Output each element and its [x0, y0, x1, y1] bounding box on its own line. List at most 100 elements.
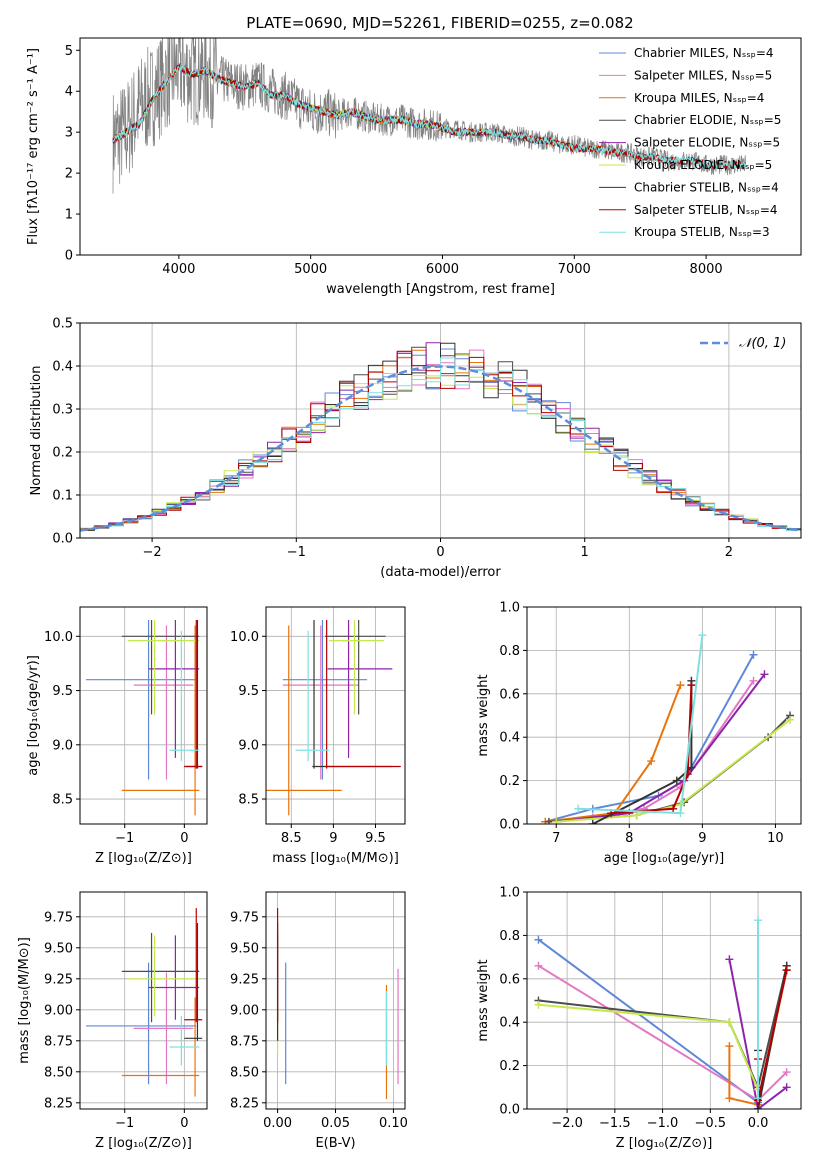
age-vs-mass-panel: 8.5 9 9.5 8.5 9.0 9.5 10.0 mass [log₁₀(M/M⊙)]	[230, 606, 406, 866]
y-tick-label: 8.50	[44, 1065, 73, 1080]
axes-frame	[79, 37, 802, 256]
mass-weight-marker	[725, 1018, 734, 1027]
error-bar-point	[133, 972, 194, 1085]
mass-weight-marker	[725, 1042, 734, 1051]
axes: 0.00 0.05 0.10 8.25 8.50 8.75 9.00 9.25 9.50 9.75…	[230, 891, 408, 1151]
error-bar-point	[282, 620, 368, 780]
axes: −2.0 −1.5 −1.0 −0.5 0.0 0.0 0.2 0.4 0.6 0.8 1.0 Z […	[476, 886, 802, 1151]
gaussian-reference-curve	[80, 365, 801, 532]
mass-weight-marker	[647, 757, 656, 766]
y-tick-label: 9.25	[44, 972, 73, 987]
x-tick-label: 0	[180, 831, 188, 846]
mass-weight-marker	[754, 1094, 763, 1103]
error-bar-point	[85, 962, 197, 1085]
mass-weight-line	[556, 673, 766, 823]
mass-weight-marker	[588, 820, 597, 824]
grid-lines	[80, 607, 207, 824]
axes-frame	[265, 606, 406, 825]
residual-histogram-step	[80, 357, 801, 531]
error-bar-point	[85, 620, 197, 780]
x-tick-label: 7000	[558, 262, 591, 277]
error-bar-point	[148, 620, 200, 758]
plot-area	[85, 620, 203, 816]
y-tick-label: 0	[65, 249, 73, 264]
x-tick-label: 6000	[426, 262, 459, 277]
axes: −1 0 8.5 9.0 9.5 10.0 Z [log₁₀(Z/Z⊙)] age [log₁…	[26, 606, 208, 866]
legend-label: Chabrier MILES, Nₛₛₚ=4	[634, 46, 774, 60]
mass-weight-marker	[725, 955, 734, 964]
y-tick-label: 0.2	[499, 774, 520, 789]
x-tick-label: 9	[329, 831, 337, 846]
y-tick-label: 9.25	[230, 972, 259, 987]
grid-lines	[527, 606, 801, 825]
plot-area	[541, 631, 795, 824]
y-tick-label: 8.50	[230, 1065, 259, 1080]
plot-area	[276, 908, 399, 1100]
y-tick-label: 0.6	[499, 687, 520, 702]
y-tick-label: 9.0	[238, 738, 259, 753]
legend-label: Chabrier ELODIE, Nₛₛₚ=5	[634, 113, 781, 127]
mass-weight-marker	[672, 776, 681, 785]
axes-frame	[526, 891, 802, 1110]
y-tick-label: 8.75	[44, 1034, 73, 1049]
y-tick-label: 1.0	[499, 601, 520, 616]
error-bar-point	[121, 620, 200, 715]
mass-weight-marker	[676, 809, 685, 818]
error-bar-point	[184, 620, 203, 769]
x-tick-label: 4000	[162, 262, 195, 277]
error-bar-point	[282, 625, 359, 780]
y-axis-label: mass weight	[476, 674, 491, 756]
spectrum-title: PLATE=0690, MJD=52261, FIBERID=0255, z=0…	[246, 14, 633, 32]
x-tick-label: 10	[767, 831, 784, 846]
mass-weight-line	[545, 684, 682, 823]
y-tick-label: 9.00	[230, 1003, 259, 1018]
axes-frame	[79, 606, 208, 825]
x-tick-label: 5000	[294, 262, 327, 277]
x-tick-label: −1	[287, 545, 306, 560]
mass-weight-marker	[534, 1000, 543, 1009]
x-tick-label: 0.0	[748, 1116, 769, 1131]
x-axis-label: Z [log₁₀(Z/Z⊙)]	[616, 1136, 713, 1151]
error-bar-point	[327, 620, 393, 758]
residual-histogram-step	[80, 342, 801, 531]
mass-vs-metallicity-panel: −1 0 8.25 8.50 8.75 9.00 9.25 9.50 9.75 Z [log₁₀(…	[17, 891, 208, 1151]
legend-label: Kroupa MILES, Nₛₛₚ=4	[634, 91, 764, 105]
x-tick-label: 0	[436, 545, 444, 560]
mass-weight-marker	[632, 811, 641, 820]
y-tick-label: 0.8	[499, 929, 520, 944]
y-tick-label: 0.2	[499, 1059, 520, 1074]
error-bar-point	[295, 630, 330, 762]
plot-area	[266, 620, 401, 816]
y-tick-label: 0.2	[52, 446, 73, 461]
axes: 8.5 9 9.5 8.5 9.0 9.5 10.0 mass [log₁₀(M/M⊙)]	[230, 606, 406, 866]
plot-area	[80, 342, 801, 532]
x-tick-label: −1	[115, 831, 134, 846]
spectrum-legend: Chabrier MILES, Nₛₛₚ=4 Salpeter MILES, Nₛ…	[599, 46, 781, 239]
mass-weight-line	[578, 635, 704, 815]
y-tick-label: 0.5	[52, 317, 73, 332]
mass-weight-marker	[687, 681, 696, 690]
y-tick-label: 9.5	[52, 684, 73, 699]
mass-vs-extinction-panel: 0.00 0.05 0.10 8.25 8.50 8.75 9.00 9.25 9.50 9.75…	[230, 891, 408, 1151]
mass-weight-marker	[534, 961, 543, 970]
y-tick-label: 0.0	[499, 1103, 520, 1118]
grid-lines	[266, 892, 405, 1109]
y-tick-label: 9.0	[52, 738, 73, 753]
x-tick-label: −1.5	[599, 1116, 631, 1131]
mass-weight-line	[757, 969, 788, 1101]
axes-frame	[526, 606, 802, 825]
error-bar-point	[148, 935, 200, 1020]
y-axis-label: Normed distribution	[29, 366, 44, 496]
y-tick-label: 8.5	[238, 793, 259, 808]
y-tick-label: 8.25	[230, 1096, 259, 1111]
mass-weight-marker	[782, 1068, 791, 1077]
mass-weight-marker	[534, 935, 543, 944]
x-tick-label: 1	[581, 545, 589, 560]
y-tick-label: 0.4	[499, 1016, 520, 1031]
error-bar-point	[121, 932, 200, 1023]
grid-lines	[80, 892, 207, 1109]
axes: −2 −1 0 1 2 0.0 0.1 0.2 0.3 0.4 0.5 (data-model)/er…	[29, 317, 802, 580]
mass-weight-marker	[749, 650, 758, 659]
axes-frame	[79, 322, 802, 539]
